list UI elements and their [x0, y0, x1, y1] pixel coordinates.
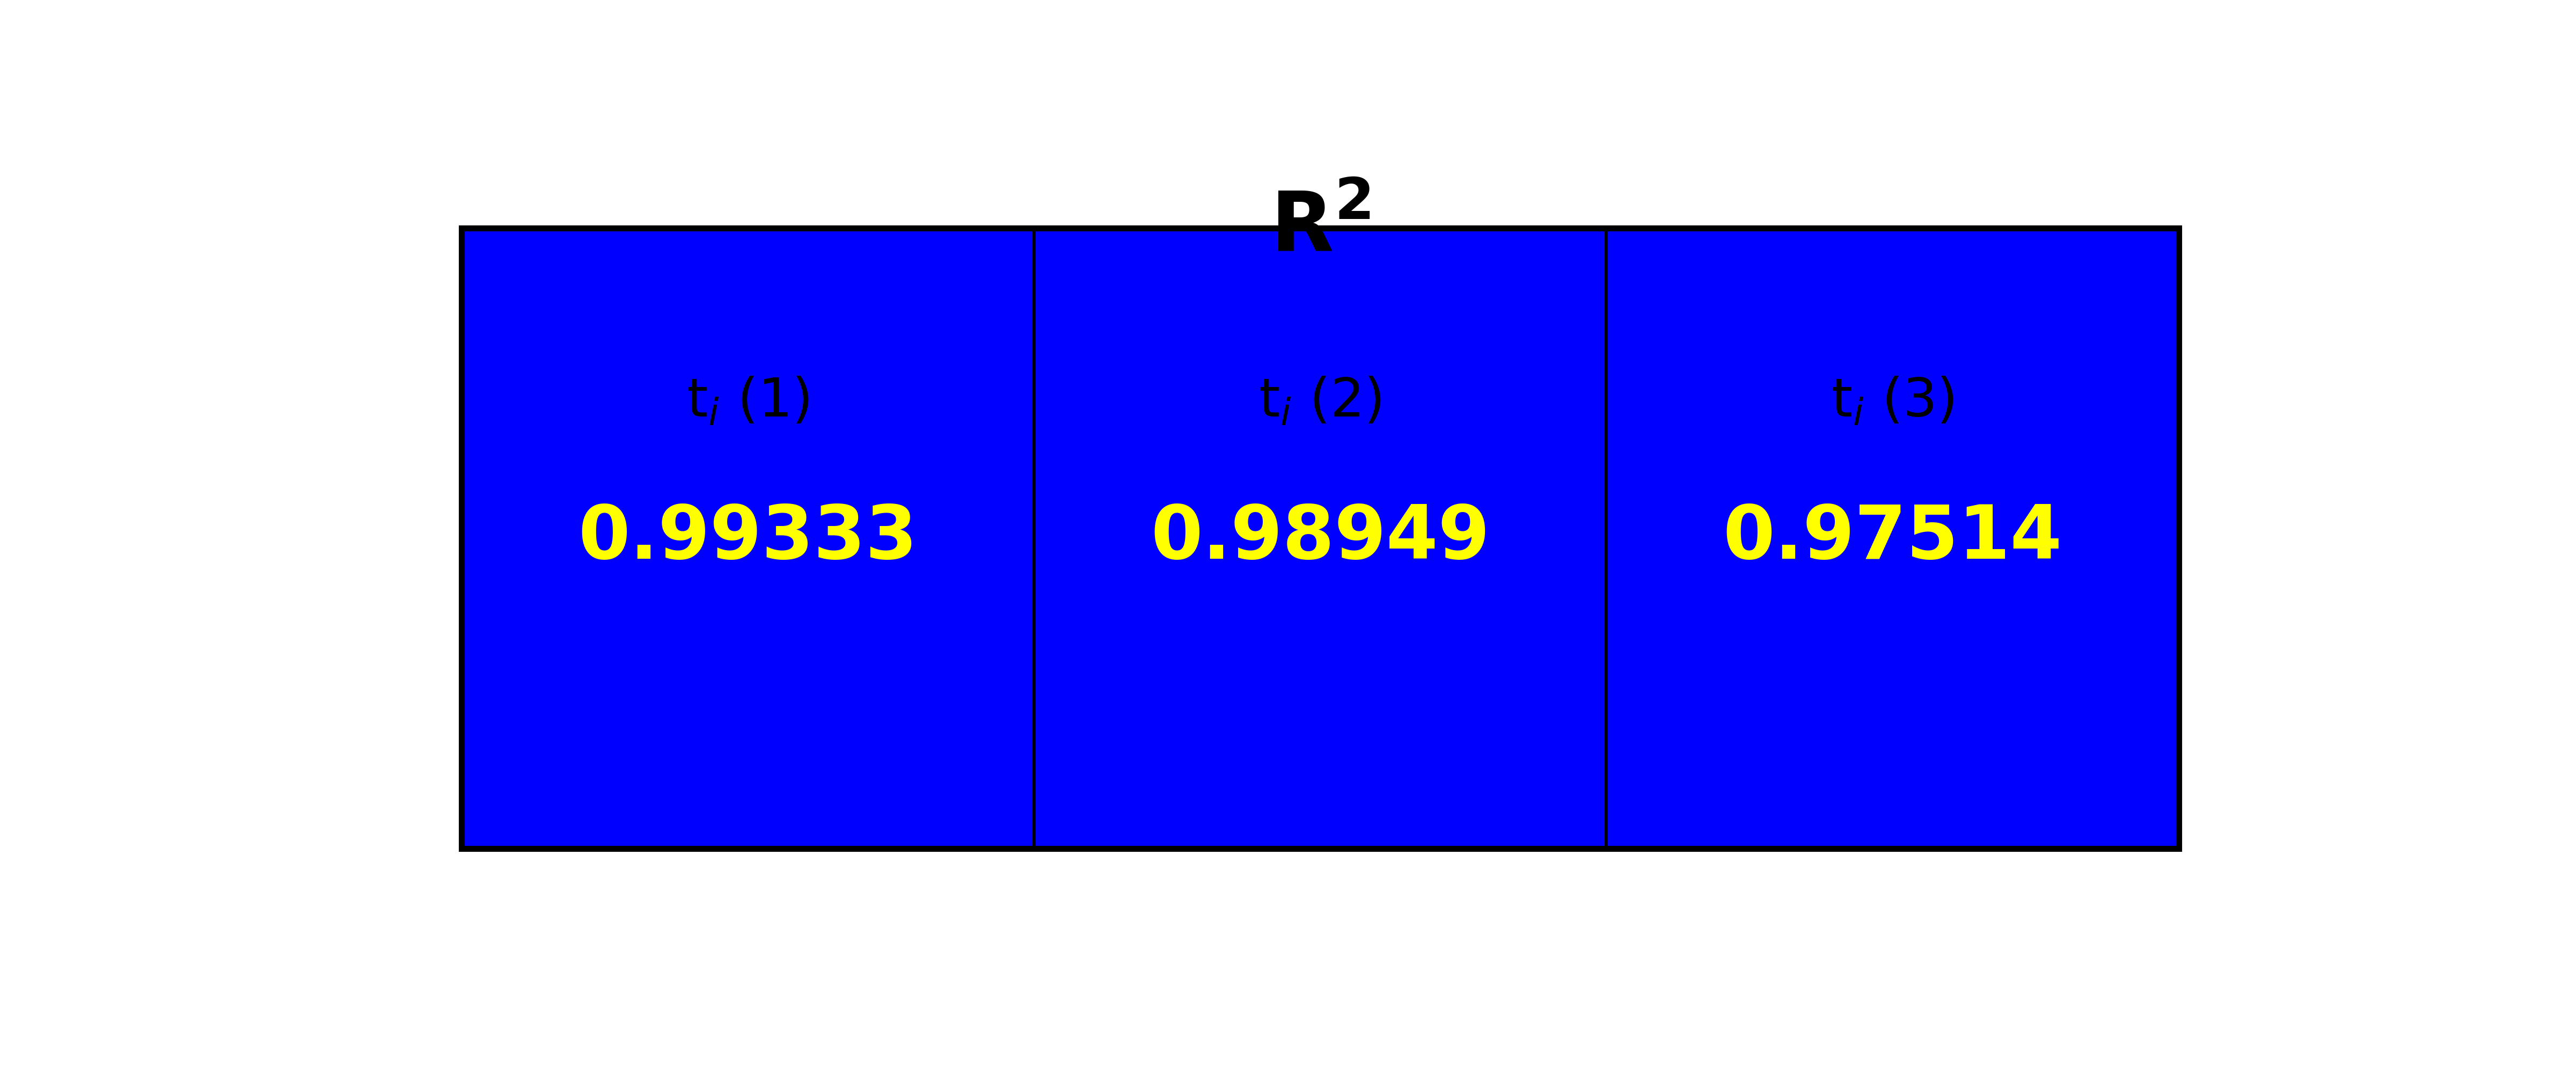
Text: $\mathbf{R^2}$: $\mathbf{R^2}$	[1270, 188, 1370, 268]
Text: 0.99333: 0.99333	[577, 502, 917, 575]
Bar	[1033, 228, 1607, 848]
Bar	[1607, 228, 2179, 848]
Text: 0.97514: 0.97514	[1723, 502, 2063, 575]
Bar	[461, 228, 1033, 848]
Text: t$_i$ (1): t$_i$ (1)	[685, 376, 809, 427]
Text: t$_i$ (2): t$_i$ (2)	[1260, 376, 1381, 427]
Text: t$_i$ (3): t$_i$ (3)	[1832, 376, 1955, 427]
Text: 0.98949: 0.98949	[1151, 502, 1489, 575]
Bar	[461, 228, 2179, 848]
